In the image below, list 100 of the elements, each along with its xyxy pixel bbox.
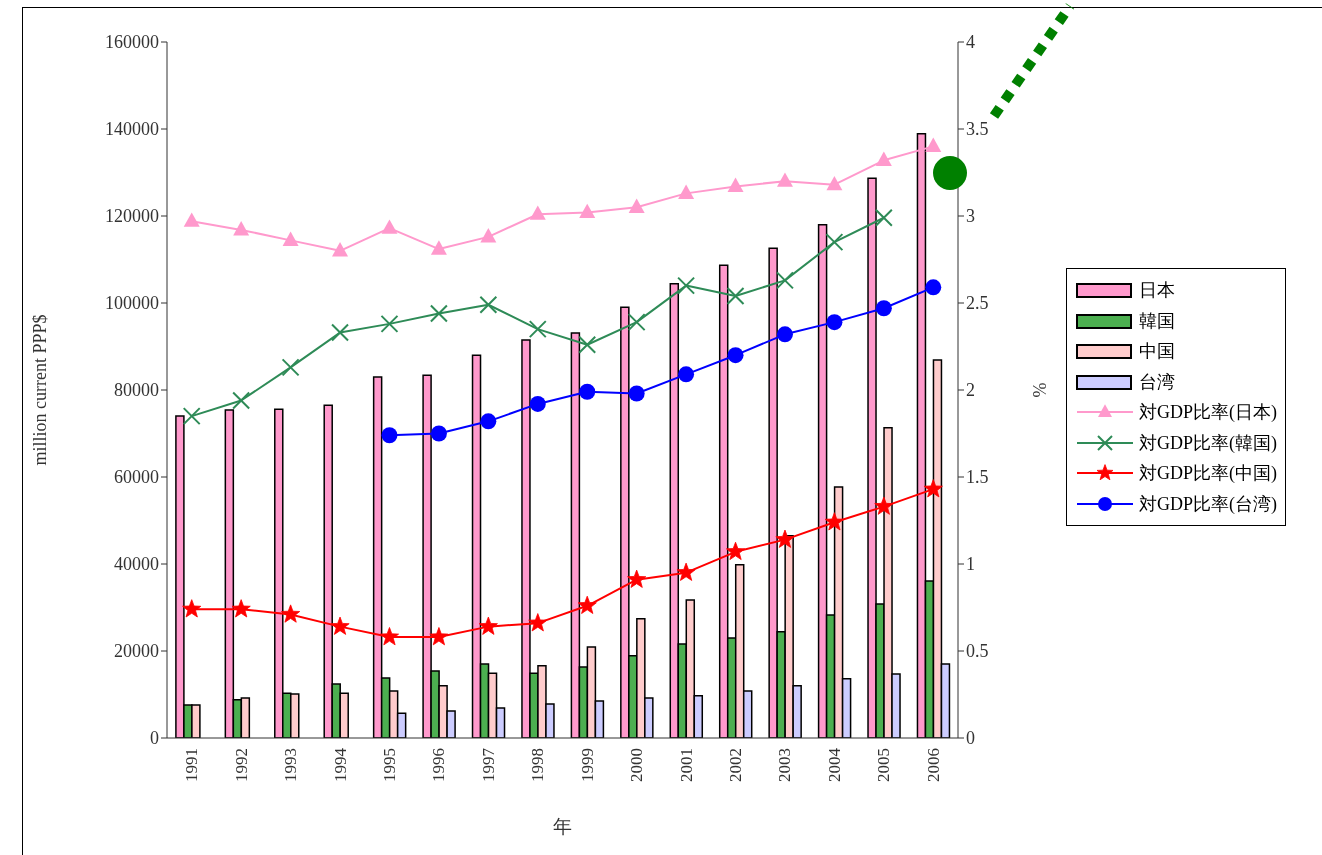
y2-tick-label: 2 [966, 380, 975, 401]
point [874, 496, 894, 515]
y2-tick-label: 0 [966, 728, 975, 749]
point [379, 627, 399, 646]
point [579, 383, 596, 400]
point [875, 300, 892, 317]
point [233, 221, 250, 236]
point [281, 358, 300, 377]
x-tick-label: 1993 [281, 748, 301, 782]
point [381, 219, 398, 234]
legend-label: 対GDP比率(中国) [1139, 462, 1277, 485]
y2-tick-label: 0.5 [966, 641, 989, 662]
point [529, 205, 546, 220]
point [824, 512, 844, 531]
x-tick-label: 2002 [726, 748, 746, 782]
point [478, 616, 498, 635]
legend-label: 対GDP比率(台湾) [1139, 492, 1277, 516]
point [528, 613, 548, 632]
y2-tick-label: 2.5 [966, 293, 989, 314]
point [678, 184, 695, 199]
point [429, 627, 449, 646]
y2-tick-label: 1.5 [966, 467, 989, 488]
point [776, 326, 793, 343]
point [480, 228, 497, 243]
point [726, 541, 746, 560]
point [825, 233, 844, 252]
y-tick-label: 80000 [114, 380, 159, 401]
point [380, 314, 399, 333]
y-tick-label: 120000 [105, 206, 159, 227]
point [430, 425, 447, 442]
y-tick-label: 0 [150, 728, 159, 749]
x-tick-label: 1998 [528, 748, 548, 782]
legend-label: 韓国 [1139, 309, 1175, 333]
point [332, 242, 349, 257]
point [529, 395, 546, 412]
point [875, 151, 892, 166]
point [775, 529, 795, 548]
point [775, 271, 794, 290]
legend-label: 対GDP比率(日本) [1139, 401, 1277, 424]
point [676, 562, 696, 581]
point [577, 595, 597, 614]
x-tick-label: 1999 [577, 748, 597, 782]
y-axis-title: million current PPP$ [30, 314, 51, 466]
x-tick-label: 2001 [676, 748, 696, 782]
legend-label: 中国 [1139, 340, 1175, 363]
legend-label: 対GDP比率(韓国) [1139, 431, 1277, 455]
point [826, 175, 843, 191]
point [627, 313, 646, 332]
point [677, 276, 696, 295]
point [282, 231, 299, 246]
point [776, 172, 793, 187]
x-tick-label: 1994 [330, 747, 350, 782]
x-tick-label: 1996 [429, 748, 449, 782]
y2-tick-label: 3.5 [966, 119, 989, 140]
point [480, 413, 497, 430]
point [628, 198, 645, 213]
point [479, 295, 498, 314]
point [628, 385, 645, 402]
y2-tick-label: 3 [966, 206, 975, 227]
y2-axis-title: % [1030, 382, 1051, 398]
point [281, 604, 301, 623]
point [923, 479, 943, 498]
y-tick-label: 140000 [105, 119, 159, 140]
point [231, 599, 251, 618]
y-tick-label: 60000 [114, 467, 159, 488]
x-tick-label: 2003 [775, 748, 795, 782]
point [579, 203, 596, 219]
point [330, 616, 350, 635]
point [578, 335, 597, 354]
point [727, 347, 744, 364]
point [183, 212, 200, 227]
y2-tick-label: 4 [966, 32, 975, 53]
point [182, 407, 201, 426]
x-tick-label: 1995 [379, 748, 399, 782]
point [925, 279, 942, 296]
point [678, 366, 695, 383]
point [925, 137, 942, 152]
point [874, 208, 893, 227]
point [429, 304, 448, 323]
y-tick-label: 160000 [105, 32, 159, 53]
point [528, 320, 547, 339]
point [627, 569, 647, 588]
point [182, 599, 202, 618]
x-tick-label: 1991 [182, 748, 202, 782]
x-tick-label: 2006 [923, 748, 943, 782]
y2-tick-label: 1 [966, 554, 975, 575]
point [826, 314, 843, 331]
y-tick-label: 100000 [105, 293, 159, 314]
legend-label: 日本 [1139, 279, 1175, 302]
point [726, 287, 745, 306]
x-tick-label: 1992 [231, 748, 251, 782]
point [232, 391, 251, 410]
x-tick-label: 2005 [874, 748, 894, 782]
x-tick-label: 2000 [627, 748, 647, 782]
x-axis-title: 年 [553, 816, 572, 837]
point [430, 240, 447, 255]
legend-label: 台湾 [1139, 370, 1175, 394]
point [727, 177, 744, 193]
x-tick-label: 2004 [824, 747, 844, 782]
x-tick-label: 1997 [478, 747, 498, 782]
